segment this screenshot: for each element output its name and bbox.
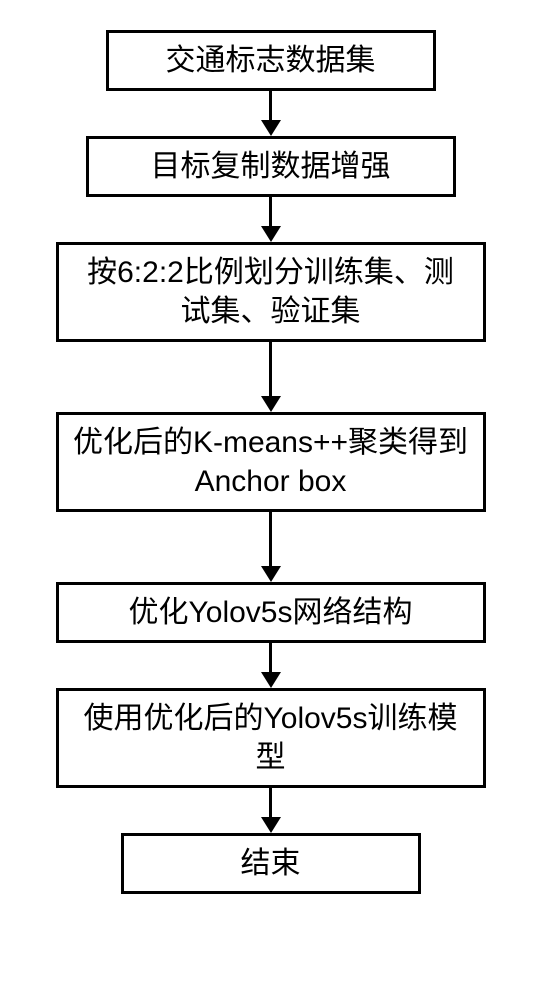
arrow-4 xyxy=(261,512,281,582)
arrow-head xyxy=(261,396,281,412)
node-augmentation: 目标复制数据增强 xyxy=(86,136,456,197)
node-label: 优化Yolov5s网络结构 xyxy=(129,593,413,632)
node-label: 结束 xyxy=(241,844,301,883)
node-label: 使用优化后的Yolov5s训练模型 xyxy=(73,699,469,777)
node-dataset: 交通标志数据集 xyxy=(106,30,436,91)
arrow-head xyxy=(261,120,281,136)
arrow-head xyxy=(261,566,281,582)
arrow-head xyxy=(261,817,281,833)
arrow-line xyxy=(269,788,272,818)
node-label: 按6:2:2比例划分训练集、测试集、验证集 xyxy=(73,253,469,331)
arrow-line xyxy=(269,91,272,121)
node-kmeans: 优化后的K-means++聚类得到Anchor box xyxy=(56,412,486,512)
arrow-2 xyxy=(261,197,281,242)
flowchart-container: 交通标志数据集 目标复制数据增强 按6:2:2比例划分训练集、测试集、验证集 优… xyxy=(0,30,541,894)
arrow-head xyxy=(261,672,281,688)
arrow-3 xyxy=(261,342,281,412)
arrow-6 xyxy=(261,788,281,833)
node-label: 交通标志数据集 xyxy=(166,41,376,80)
arrow-head xyxy=(261,226,281,242)
node-train: 使用优化后的Yolov5s训练模型 xyxy=(56,688,486,788)
arrow-line xyxy=(269,197,272,227)
node-optimize: 优化Yolov5s网络结构 xyxy=(56,582,486,643)
arrow-line xyxy=(269,643,272,673)
node-label: 优化后的K-means++聚类得到Anchor box xyxy=(73,423,469,501)
arrow-line xyxy=(269,512,272,567)
node-split: 按6:2:2比例划分训练集、测试集、验证集 xyxy=(56,242,486,342)
arrow-5 xyxy=(261,643,281,688)
node-end: 结束 xyxy=(121,833,421,894)
arrow-line xyxy=(269,342,272,397)
arrow-1 xyxy=(261,91,281,136)
node-label: 目标复制数据增强 xyxy=(151,147,391,186)
